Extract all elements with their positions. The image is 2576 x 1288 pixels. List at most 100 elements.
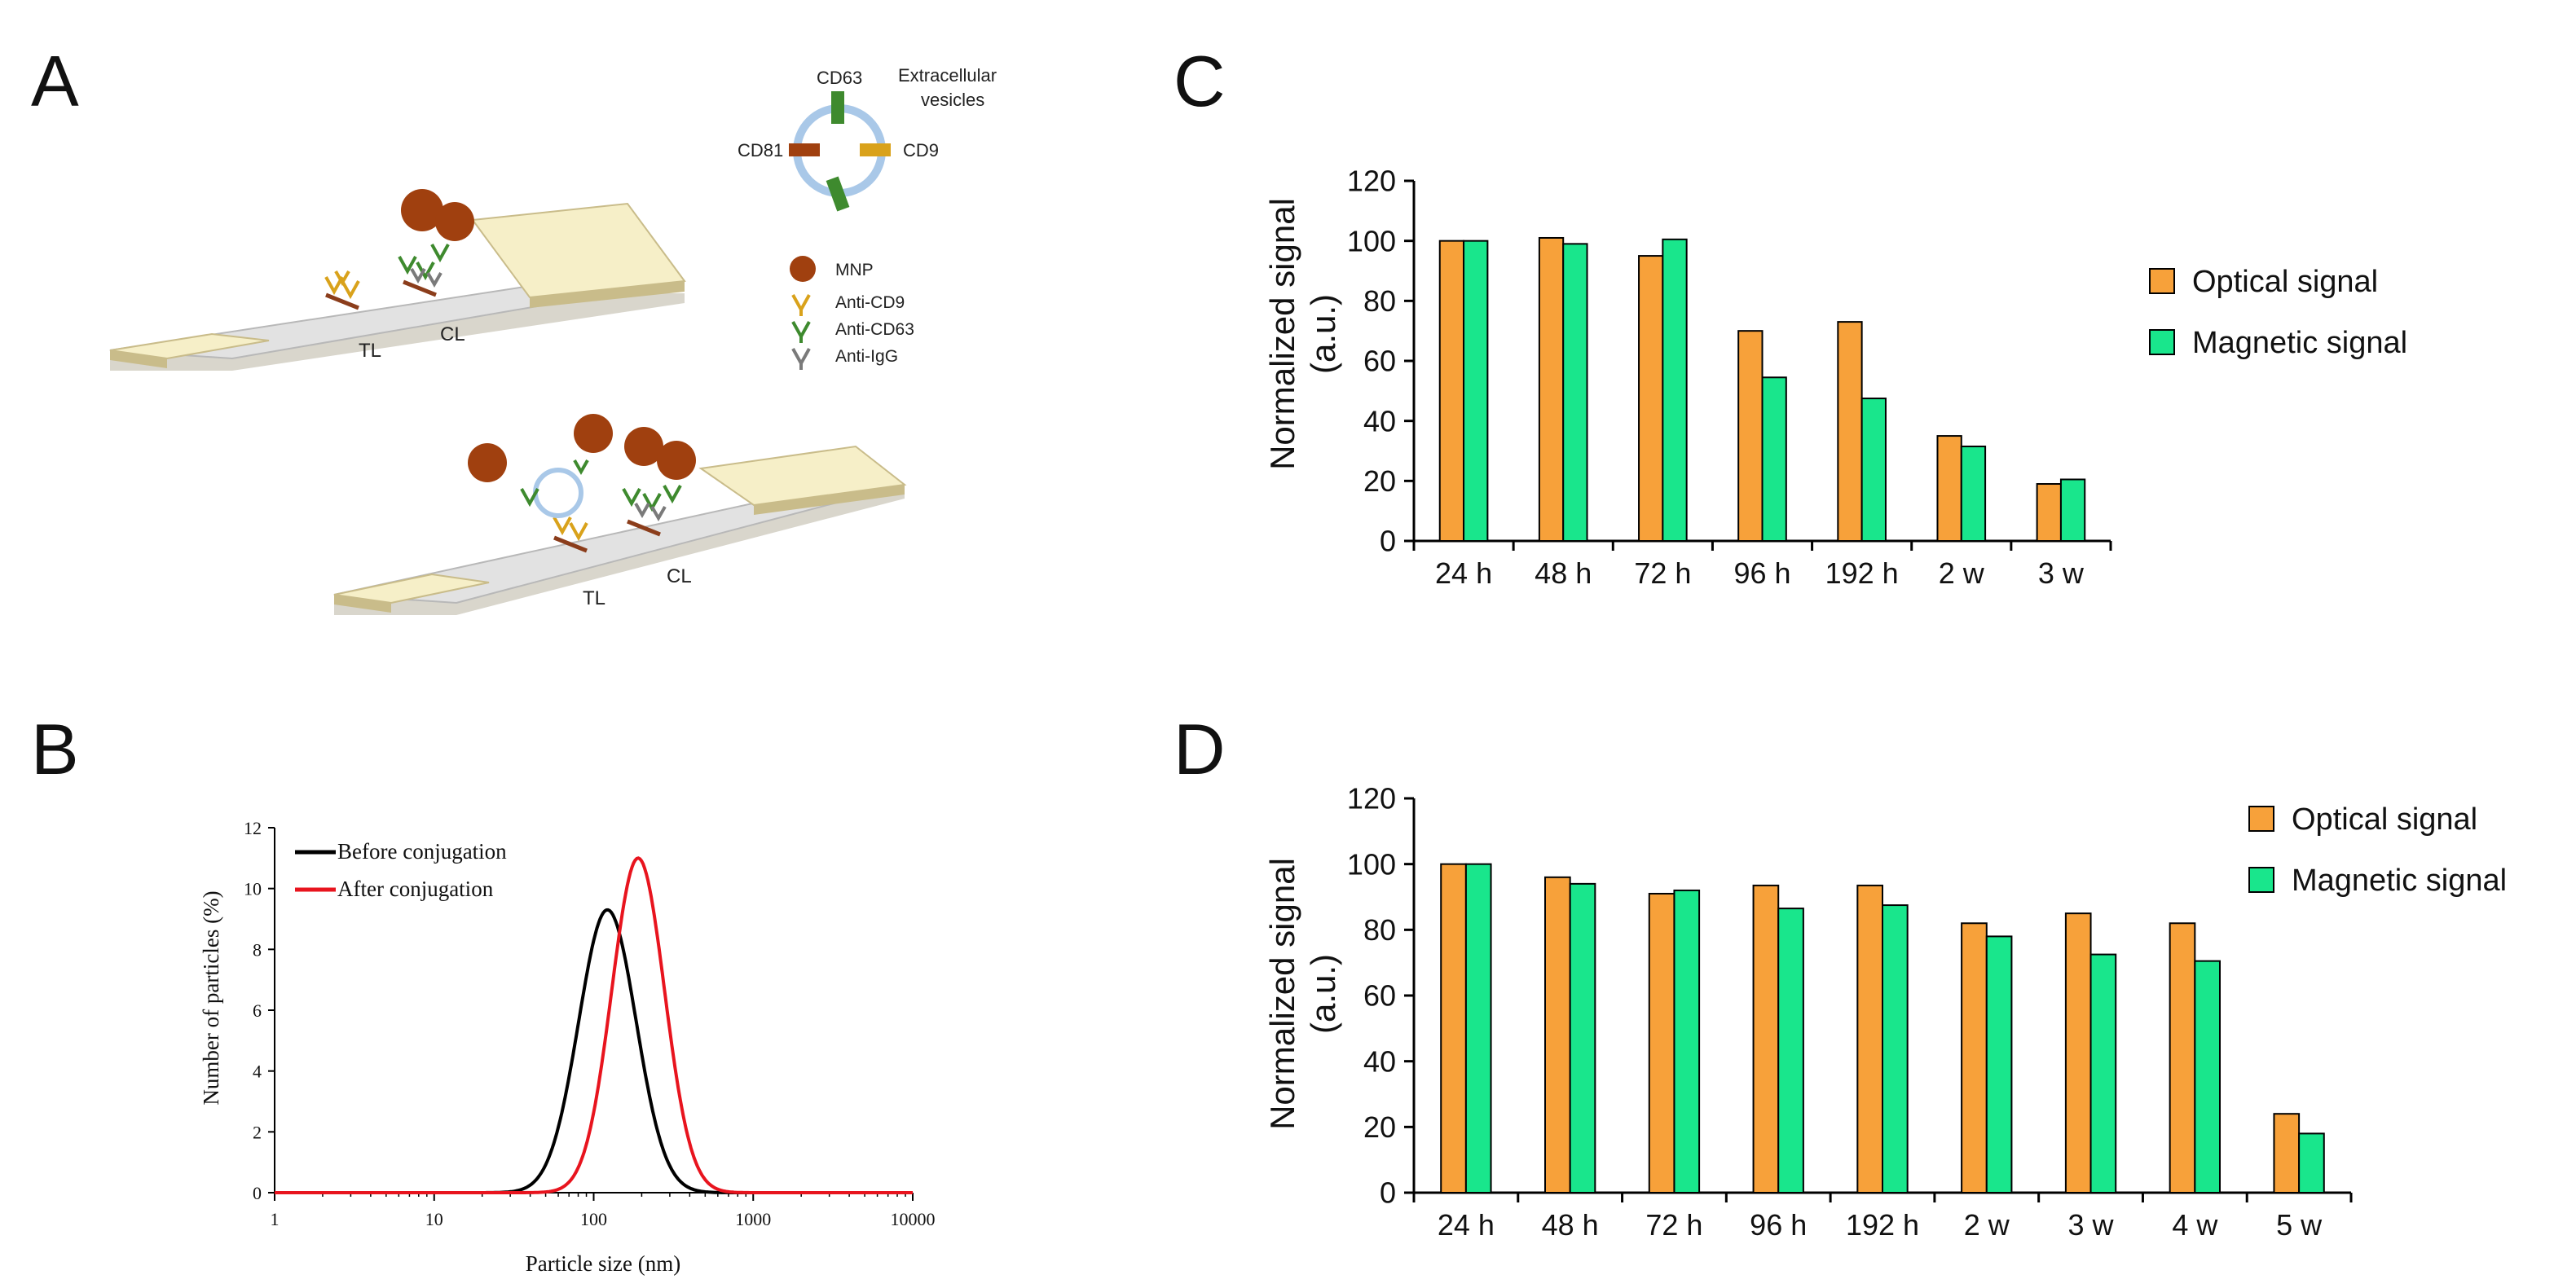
x-tick-label: 10000	[891, 1209, 936, 1229]
cd63-marker	[831, 91, 844, 124]
magnetic-bar	[2298, 1132, 2325, 1194]
panel-b-lines	[275, 856, 913, 1194]
x-tick-label: 24 h	[1438, 1208, 1495, 1242]
x-tick-label: 3 w	[2038, 556, 2085, 590]
magnetic-bar	[2089, 953, 2117, 1194]
strip-1-tl-label: TL	[359, 340, 381, 362]
lateral-flow-strip-2: TL CL	[333, 414, 907, 615]
y-tick-label: 40	[1363, 404, 1396, 437]
panel-c-legend: Optical signal Magnetic signal	[2149, 265, 2407, 360]
panel-label-b: B	[31, 709, 79, 789]
optical-bar	[2064, 912, 2092, 1193]
y-tick-label: 40	[1363, 1044, 1396, 1078]
y-tick-label: 0	[1380, 1176, 1396, 1210]
strip-2-tl-label: TL	[583, 587, 605, 609]
x-tick-label: 10	[425, 1209, 443, 1229]
x-tick-label: 5 w	[2276, 1208, 2323, 1242]
cd9-marker	[860, 143, 891, 156]
optical-bar	[1438, 240, 1465, 542]
legend-anti-igg-label: Anti-IgG	[835, 347, 898, 366]
magnetic-bar	[1960, 445, 1987, 542]
magnetic-bar	[1860, 398, 1887, 542]
legend-optical-swatch	[2149, 268, 2175, 294]
panel-c-y-axis-label-line2: (a.u.)	[1304, 294, 1342, 374]
cd63-label: CD63	[817, 68, 862, 88]
legend-optical-swatch-d	[2248, 806, 2274, 832]
legend-magnetic-label-d: Magnetic signal	[2292, 864, 2507, 898]
optical-bar	[1737, 330, 1764, 542]
x-tick-label: 48 h	[1542, 1208, 1599, 1242]
x-tick-label: 96 h	[1750, 1208, 1807, 1242]
panel-label-c: C	[1174, 41, 1226, 121]
lateral-flow-strip-1: TL CL	[109, 189, 686, 371]
cd81-marker	[789, 143, 820, 156]
x-tick-label: 1000	[735, 1209, 771, 1229]
panel-c-axes: 0 20 40 60 80 100 120 24 h 48 h 72 h 96 h 192 h 2 w 3…	[1347, 165, 2112, 590]
legend-magnetic-label: Magnetic signal	[2192, 326, 2407, 360]
x-tick-label: 192 h	[1825, 556, 1899, 590]
magnetic-bar	[1464, 863, 1492, 1193]
y-tick-label: 20	[1363, 1110, 1396, 1144]
cd81-label: CD81	[738, 140, 783, 160]
magnetic-bar	[1662, 238, 1688, 542]
panel-d-y-axis-label-line2: (a.u.)	[1304, 954, 1342, 1034]
legend-magnetic-swatch	[2149, 329, 2175, 355]
optical-bar	[1544, 876, 1571, 1194]
cd63-marker-2	[826, 176, 850, 212]
y-tick-label: 12	[244, 818, 262, 838]
panel-label-a: A	[31, 41, 79, 121]
panel-b-chart: 0 2 4 6 8 10 12 1 10 100 1000 10000 Before conjugat…	[199, 818, 936, 1276]
after-conjugation-line	[275, 856, 913, 1194]
legend-before-label: Before conjugation	[337, 839, 507, 864]
optical-bar	[1638, 255, 1664, 542]
y-tick-label: 10	[244, 879, 262, 899]
vesicle-title-line1: Extracellular	[898, 65, 997, 86]
mnp-legend-icon	[790, 256, 816, 282]
panel-c-y-axis-label-line1: Normalized signal	[1263, 198, 1301, 470]
optical-bar	[1856, 884, 1883, 1193]
legend-after-label: After conjugation	[337, 877, 494, 901]
magnetic-bar	[1985, 935, 2013, 1194]
magnetic-bar	[1761, 376, 1787, 542]
magnetic-bar	[1882, 904, 1909, 1194]
y-tick-label: 60	[1363, 345, 1396, 378]
legend-anti-cd63-label: Anti-CD63	[835, 320, 914, 339]
y-tick-label: 100	[1347, 224, 1396, 257]
magnetic-bar	[1569, 882, 1596, 1194]
y-tick-label: 0	[253, 1183, 262, 1203]
cd9-label: CD9	[903, 140, 939, 160]
optical-bar	[2169, 922, 2196, 1194]
optical-bar	[1752, 884, 1780, 1193]
optical-bar	[1440, 863, 1467, 1193]
legend-anti-cd9-label: Anti-CD9	[835, 293, 905, 312]
optical-bar	[1538, 236, 1565, 542]
x-tick-label: 3 w	[2068, 1208, 2115, 1242]
x-tick-label: 72 h	[1634, 556, 1691, 590]
y-tick-label: 60	[1363, 979, 1396, 1013]
panel-b-y-axis-label: Number of particles (%)	[199, 890, 223, 1105]
magnetic-bar	[1777, 908, 1804, 1194]
optical-bar	[1837, 321, 1863, 542]
magnetic-bar	[2194, 960, 2221, 1194]
legend-mnp-label: MNP	[835, 261, 874, 279]
magnetic-bar	[1463, 240, 1489, 542]
panel-d-legend: Optical signal Magnetic signal	[2248, 802, 2507, 898]
y-tick-label: 4	[253, 1062, 262, 1082]
anti-cd63-legend-icon	[791, 321, 811, 343]
magnetic-bar	[1673, 889, 1701, 1194]
panel-label-d: D	[1174, 709, 1226, 789]
y-tick-label: 0	[1380, 525, 1396, 558]
schematic-legend: MNP Anti-CD9 Anti-CD63 Anti-IgG	[790, 256, 914, 370]
legend-optical-label-d: Optical signal	[2292, 802, 2477, 837]
x-tick-label: 2 w	[1964, 1208, 2010, 1242]
optical-bar	[1648, 892, 1676, 1193]
vesicle-diagram: CD63 CD81 CD9 Extracellular vesicles	[738, 65, 997, 212]
anti-cd9-legend-icon	[791, 294, 811, 316]
y-tick-label: 100	[1347, 847, 1396, 881]
vesicle-title-line2: vesicles	[921, 90, 984, 110]
x-tick-label: 24 h	[1435, 556, 1492, 590]
optical-bar	[2036, 483, 2062, 542]
y-tick-label: 80	[1363, 913, 1396, 947]
legend-magnetic-swatch-d	[2248, 867, 2274, 893]
before-conjugation-line	[275, 908, 913, 1194]
